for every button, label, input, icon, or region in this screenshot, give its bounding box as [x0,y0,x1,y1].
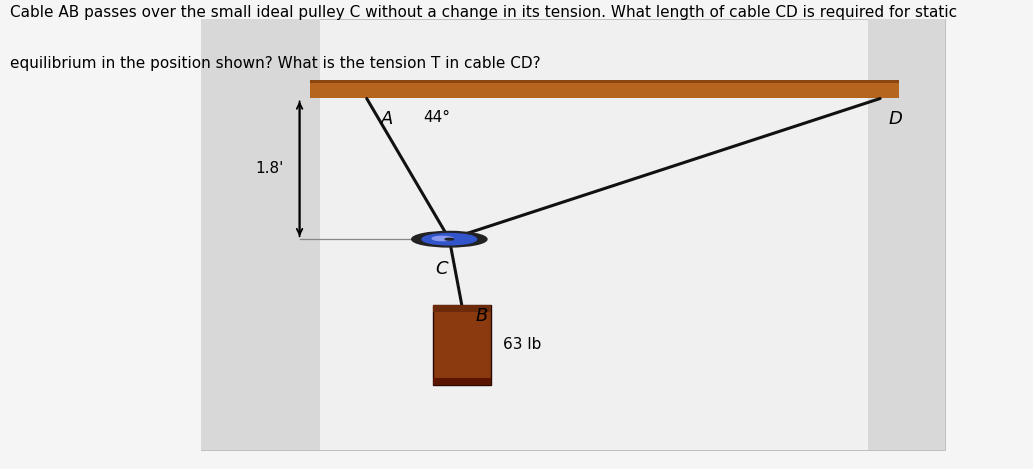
Ellipse shape [432,236,452,241]
Bar [433,305,491,312]
Text: D: D [888,110,902,128]
Ellipse shape [422,234,476,245]
Bar [868,19,945,450]
Ellipse shape [412,231,487,247]
Text: Cable AB passes over the small ideal pulley C without a change in its tension. W: Cable AB passes over the small ideal pul… [10,5,958,20]
Bar [310,80,899,98]
Text: equilibrium in the position shown? What is the tension T in cable CD?: equilibrium in the position shown? What … [10,56,541,71]
Text: 44°: 44° [424,110,450,125]
Ellipse shape [445,238,453,240]
Text: C: C [435,260,447,278]
Text: 1.8': 1.8' [256,161,284,176]
Bar [310,80,899,83]
Bar [433,378,491,385]
Bar [433,305,491,385]
Bar [201,19,945,450]
Bar [201,19,320,450]
Text: 63 lb: 63 lb [503,337,541,352]
Text: A: A [381,110,394,128]
Text: B: B [475,307,488,325]
